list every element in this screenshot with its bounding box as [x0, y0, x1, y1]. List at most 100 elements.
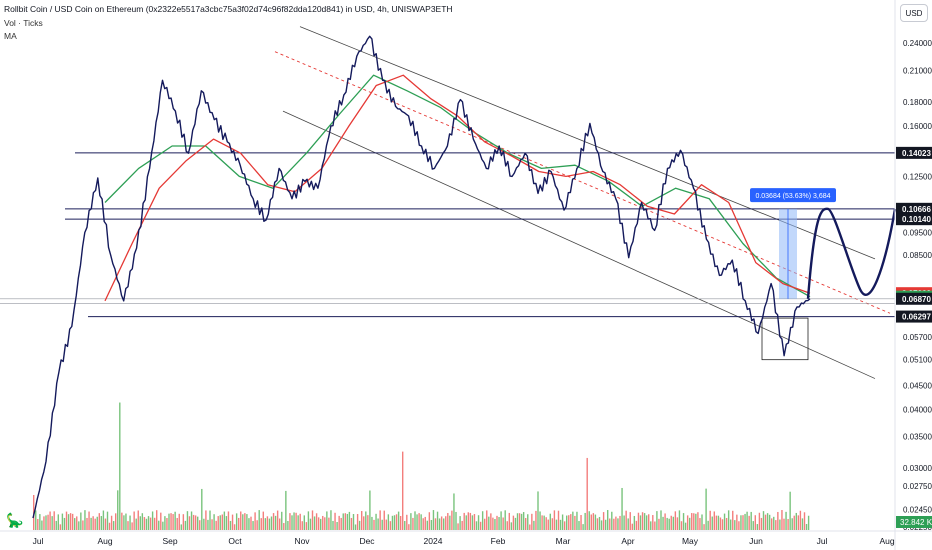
price-tick-label: 0.09500	[903, 228, 932, 237]
volume-bar	[356, 513, 359, 530]
volume-bar	[158, 520, 160, 530]
volume-bar	[328, 517, 330, 530]
volume-bar	[207, 519, 209, 530]
volume-bar	[803, 512, 806, 530]
time-tick-label: Feb	[491, 536, 506, 546]
volume-bar	[231, 514, 234, 530]
volume-bar	[621, 487, 623, 530]
price-tick-label: 0.02450	[903, 506, 932, 515]
volume-bar	[147, 516, 150, 530]
volume-bar	[346, 513, 349, 530]
volume-bar	[730, 519, 732, 530]
volume-bar	[467, 512, 469, 530]
volume-bar	[41, 520, 43, 530]
volume-bar	[674, 511, 677, 530]
ma-indicator-label[interactable]: MA	[4, 31, 17, 41]
volume-bar	[188, 516, 191, 530]
measure-label-bg	[750, 188, 836, 203]
volume-bar	[385, 519, 387, 530]
volume-bar	[789, 491, 791, 530]
volume-bar	[227, 511, 230, 530]
volume-bar	[615, 516, 617, 530]
time-tick-label: Nov	[294, 536, 310, 546]
volume-bar	[639, 515, 642, 530]
volume-bar	[553, 510, 556, 530]
volume-bar	[303, 515, 305, 530]
volume-bar	[76, 516, 78, 530]
volume-bar	[721, 519, 724, 530]
volume-bar	[516, 513, 519, 530]
volume-bar	[486, 510, 488, 530]
currency-button[interactable]: USD	[900, 4, 928, 22]
volume-bar	[192, 514, 195, 530]
volume-bar	[369, 490, 371, 530]
volume-bar	[684, 522, 687, 530]
volume-bar	[570, 514, 572, 530]
volume-bar	[326, 511, 328, 530]
volume-bar	[488, 516, 490, 530]
volume-bar	[801, 518, 804, 530]
volume-bar	[422, 518, 424, 530]
volume-bar	[764, 514, 767, 530]
volume-bar	[82, 520, 84, 530]
volume-bar	[344, 513, 346, 530]
time-tick-label: 2024	[424, 536, 443, 546]
volume-bar	[164, 516, 166, 530]
volume-bar	[387, 514, 390, 530]
volume-bar	[617, 518, 619, 530]
time-tick-label: Sep	[162, 536, 177, 546]
volume-bar	[268, 518, 271, 530]
volume-bar	[283, 523, 285, 530]
price-line	[32, 35, 811, 519]
volume-bar	[596, 518, 599, 530]
volume-bar	[535, 510, 537, 530]
volume-bar	[39, 514, 41, 530]
volume-bar	[748, 515, 750, 530]
volume-bar	[309, 518, 312, 530]
volume-bar	[590, 514, 592, 530]
volume-bar	[633, 515, 636, 530]
volume-bar	[151, 511, 154, 530]
volume-bar	[490, 513, 492, 530]
volume-bar	[473, 514, 476, 530]
volume-bar	[88, 511, 90, 530]
volume-bar	[307, 511, 310, 530]
volume-bar	[563, 521, 566, 530]
volume-bar	[762, 511, 765, 530]
volume-bar	[648, 514, 650, 530]
volume-bar	[566, 515, 568, 530]
volume-bar	[213, 514, 215, 530]
volume-bar	[399, 515, 402, 530]
volume-bar	[477, 515, 480, 530]
volume-bar	[627, 518, 629, 530]
volume-bar	[166, 518, 168, 530]
volume-bar	[689, 517, 691, 530]
volume-bar	[242, 514, 244, 530]
volume-bar	[258, 510, 260, 530]
volume-bar	[170, 513, 172, 530]
volume-bar	[449, 515, 451, 530]
volume-bar	[727, 510, 730, 530]
volume-bar	[713, 511, 715, 530]
volume-bar	[631, 523, 633, 530]
volume-bar	[451, 510, 453, 530]
volume-bar	[602, 512, 605, 530]
volume-bar	[576, 511, 578, 530]
volume-indicator-label[interactable]: Vol · Ticks	[4, 18, 43, 28]
price-badge	[896, 292, 932, 305]
price-badge-label: 0.06297	[902, 313, 931, 322]
volume-bar	[500, 511, 502, 530]
volume-bar	[711, 516, 713, 530]
volume-bar	[775, 520, 777, 530]
price-tick-label: 0.04500	[903, 381, 932, 390]
volume-bar	[110, 515, 113, 530]
volume-bar	[250, 516, 252, 530]
volume-bar	[322, 515, 324, 530]
volume-bar	[383, 510, 385, 530]
volume-bar	[654, 521, 656, 530]
volume-bar	[498, 517, 500, 530]
volume-bar	[37, 519, 39, 530]
volume-bar	[529, 524, 531, 530]
volume-bar	[131, 522, 133, 530]
